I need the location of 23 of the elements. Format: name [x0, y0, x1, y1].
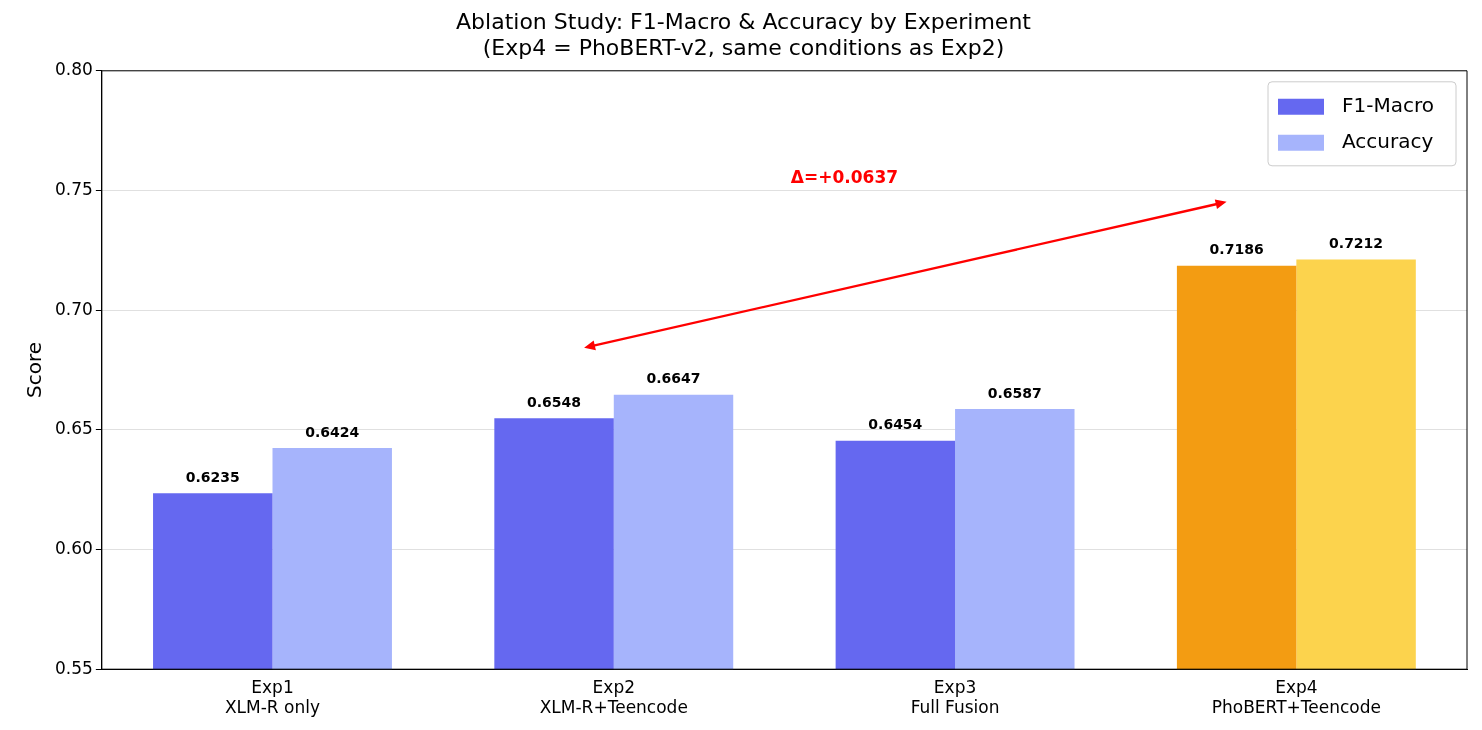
data-label: 0.6454 — [868, 416, 923, 433]
data-label: 0.6424 — [305, 423, 360, 440]
y-tick-label: 0.55 — [54, 657, 93, 678]
chart-title: Ablation Study: F1-Macro & Accuracy by Experiment (Exp4 = PhoBERT-v2, same conditions as Exp2) — [456, 8, 1032, 61]
y-tick-label: 0.70 — [54, 298, 93, 319]
data-label: 0.7212 — [1329, 235, 1384, 252]
y-tick-label: 0.75 — [54, 178, 93, 199]
y-tick-label: 0.65 — [54, 418, 93, 439]
y-tick-label: 0.60 — [54, 537, 93, 558]
x-tick-label: Exp2 XLM-R+Teencode — [539, 676, 688, 718]
data-label: 0.6647 — [646, 370, 701, 387]
data-label: 0.7186 — [1209, 241, 1264, 258]
data-label: 0.6587 — [987, 384, 1042, 401]
y-axis-title: Score — [22, 341, 47, 399]
x-tick-label: Exp4 PhoBERT+Teencode — [1211, 676, 1381, 718]
legend-label: Accuracy — [1342, 129, 1434, 153]
legend-label: F1-Macro — [1342, 93, 1434, 117]
data-label: 0.6548 — [527, 393, 582, 410]
annotation: Δ=+0.0637 — [790, 167, 899, 188]
x-tick-label: Exp3 Full Fusion — [910, 676, 1000, 718]
x-tick-label: Exp1 XLM-R only — [224, 676, 321, 718]
data-label: 0.6235 — [185, 468, 240, 485]
y-tick-label: 0.80 — [54, 59, 93, 80]
